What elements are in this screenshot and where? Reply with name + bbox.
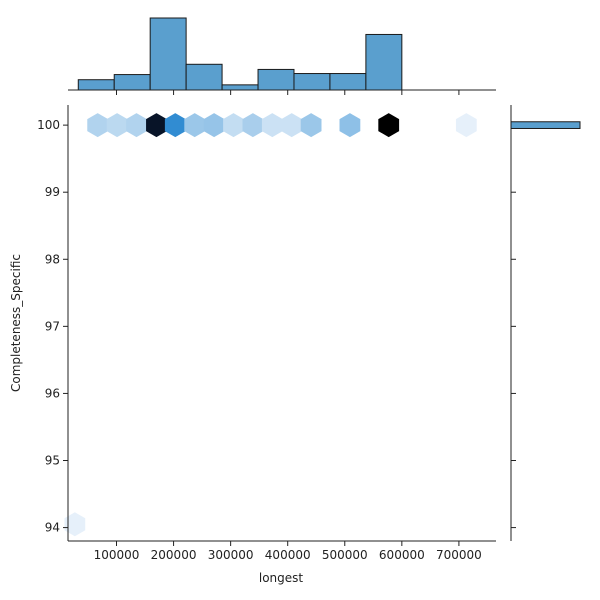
top-hist-bar [257,68,295,91]
top-hist-bar [77,79,115,91]
y-axis-label: Completeness_Specific [9,254,23,392]
y-tick-label: 94 [45,521,60,535]
top-hist-bar [293,73,331,91]
top-hist-bar [185,63,223,91]
top-hist-bar [113,74,151,91]
hexbin-cell [203,113,225,138]
hexbin-cell [261,113,283,138]
x-tick-label: 200000 [151,548,197,562]
hexbin-cell [300,113,322,138]
y-tick-label: 96 [45,386,60,400]
right-hist-bar [510,121,581,129]
top-hist-bar [221,84,259,91]
hexbin-cell [378,113,400,138]
hexbin-cells [64,113,477,537]
x-tick-label: 300000 [208,548,254,562]
x-tick-label: 400000 [265,548,311,562]
x-tick-label: 100000 [94,548,140,562]
hexbin-cell [223,113,244,138]
y-tick-label: 97 [45,319,60,333]
x-axis-label: longest [259,571,304,585]
y-tick-label: 100 [37,118,60,132]
hexbin-cell [281,113,303,138]
right-marginal-histogram [510,105,581,541]
y-tick-label: 99 [45,185,60,199]
y-tick-label: 95 [45,454,60,468]
hexbin-cell [455,113,477,138]
top-hist-bar [149,17,187,91]
top-hist-bar [365,33,403,91]
hexbin-cell [339,113,361,138]
hexbin-cell [146,113,167,138]
top-hist-bar [329,73,367,91]
hexbin-cell [242,113,264,138]
top-marginal-histogram [68,17,496,95]
x-tick-label: 500000 [322,548,368,562]
x-tick-label: 700000 [436,548,482,562]
hexbin-cell [87,113,109,138]
hexbin-cell [106,113,128,138]
main-axes [67,105,496,542]
hexbin-cell [64,512,86,537]
main-hexbin-plot: 100000 200000 300000 400000 500000 600000 7000… [37,105,496,562]
y-tick-label: 98 [45,252,60,266]
hexbin-cell [164,113,186,138]
hexbin-cell [184,113,206,138]
x-tick-label: 600000 [379,548,425,562]
x-axis-ticks: 100000 200000 300000 400000 500000 600000 7000… [94,541,482,562]
hexbin-cell [126,113,147,138]
y-axis-ticks: 94 95 96 97 98 99 100 [37,118,68,535]
